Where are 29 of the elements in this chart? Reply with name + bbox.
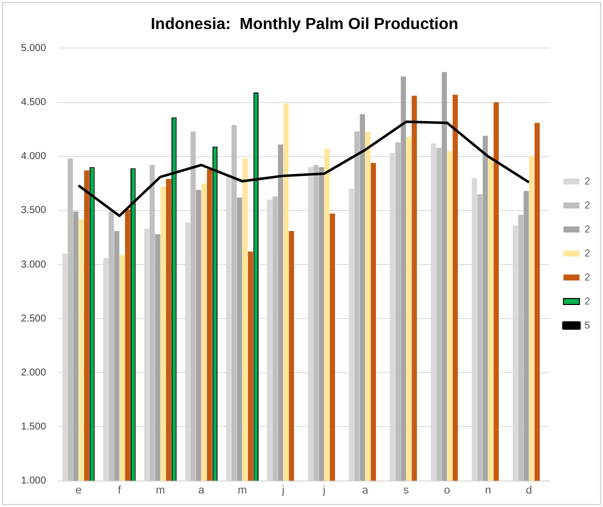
x-tick-label: e xyxy=(75,484,82,496)
legend-label: 2 xyxy=(584,200,590,212)
legend-label: 2 xyxy=(584,224,590,236)
legend-label: 2 xyxy=(584,248,590,260)
legend-label: 2 xyxy=(584,272,590,284)
x-tick-label: j xyxy=(281,484,284,496)
y-tick-label: 4.000 xyxy=(20,151,46,162)
x-tick-label: j xyxy=(322,484,326,496)
x-tick-label: s xyxy=(403,484,410,496)
x-tick-label: o xyxy=(444,484,450,496)
y-tick-label: 1.500 xyxy=(20,421,46,432)
y-tick-label: 1.000 xyxy=(20,476,46,487)
y-tick-label: 5.000 xyxy=(20,42,46,54)
y-tick-label: 2.500 xyxy=(20,313,46,324)
y-tick-label: 2.000 xyxy=(20,367,46,378)
chart-title: Indonesia: Monthly Palm Oil Production xyxy=(150,16,458,34)
legend-label: 5 xyxy=(584,320,590,332)
x-tick-label: n xyxy=(484,484,492,496)
y-tick-label: 4.500 xyxy=(20,97,46,108)
legend-label: 2 xyxy=(584,296,590,308)
x-tick-label: m xyxy=(238,484,247,496)
x-tick-label: f xyxy=(118,484,122,496)
legend-label: 2 xyxy=(584,176,590,188)
x-tick-label: a xyxy=(198,484,206,496)
x-tick-label: d xyxy=(526,484,532,496)
x-tick-label: a xyxy=(362,484,370,496)
x-tick-label: m xyxy=(156,484,165,496)
y-tick-label: 3.000 xyxy=(20,259,46,270)
y-tick-label: 3.500 xyxy=(20,205,46,216)
